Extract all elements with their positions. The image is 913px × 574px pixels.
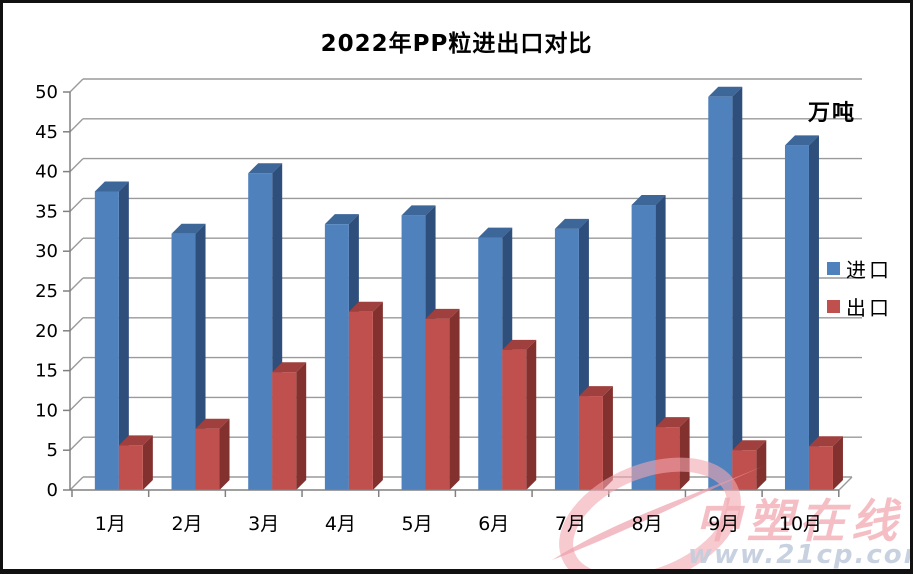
y-tick-label: 50	[35, 82, 58, 103]
bar-export-7	[578, 386, 613, 490]
x-category-label: 8月	[632, 513, 663, 535]
plot-layer	[63, 78, 862, 497]
watermark-logo-swoosh	[552, 465, 766, 560]
bar-export-4	[348, 301, 383, 490]
y-tick-label: 30	[35, 241, 58, 262]
y-tick-label: 0	[47, 480, 58, 501]
y-tick-label: 45	[35, 122, 58, 143]
bar-export-3	[272, 362, 307, 490]
x-category-label: 6月	[478, 513, 509, 535]
bar-export-1	[118, 435, 153, 490]
x-category-label: 7月	[555, 513, 586, 535]
bar-import-1	[94, 181, 129, 490]
x-category-label: 9月	[708, 513, 739, 535]
watermark: 中塑在线 www.21cp.com	[552, 457, 913, 574]
bar-import-8	[631, 195, 666, 491]
y-tick-label: 25	[35, 281, 58, 302]
y-tick-label: 40	[35, 162, 58, 183]
chart-title: 2022年PP粒进出口对比	[320, 31, 593, 57]
bar-export-2	[195, 418, 230, 490]
legend-label-export: 出口	[846, 295, 892, 320]
bar-export-8	[655, 417, 690, 490]
x-category-label: 3月	[248, 513, 279, 535]
unit-label: 万吨	[808, 101, 857, 126]
legend-item-import: 进口	[827, 256, 892, 282]
bar-import-9	[708, 86, 743, 490]
y-tick-label: 35	[35, 201, 58, 222]
watermark-url: www.21cp.com	[688, 540, 913, 570]
bar-export-5	[425, 308, 460, 490]
bar-export-6	[502, 339, 537, 490]
y-tick-label: 20	[35, 321, 58, 342]
y-tick-label: 5	[47, 440, 58, 461]
x-category-label: 4月	[325, 513, 356, 535]
legend-swatch-import	[827, 261, 840, 275]
legend-label-import: 进口	[846, 257, 892, 282]
x-category-label: 5月	[402, 513, 433, 535]
watermark-brand: 中塑在线	[695, 494, 903, 548]
bar-export-9	[732, 440, 767, 490]
x-category-label: 2月	[171, 513, 202, 535]
axis-label-layer: 0 5 10 15 20 25 30 35 40 45 50 1月 2月 3月 4月 5月 6月 7月 8月 9月 10…	[35, 82, 822, 535]
y-tick-label: 15	[35, 361, 58, 382]
x-category-label: 1月	[95, 513, 126, 535]
legend: 进口 出口	[827, 256, 892, 332]
bar-import-10	[784, 135, 819, 490]
bar-export-10	[808, 436, 843, 490]
y-tick-label: 10	[35, 400, 58, 421]
legend-item-export: 出口	[827, 294, 892, 320]
legend-swatch-export	[827, 299, 840, 313]
x-category-label: 10月	[779, 513, 822, 535]
